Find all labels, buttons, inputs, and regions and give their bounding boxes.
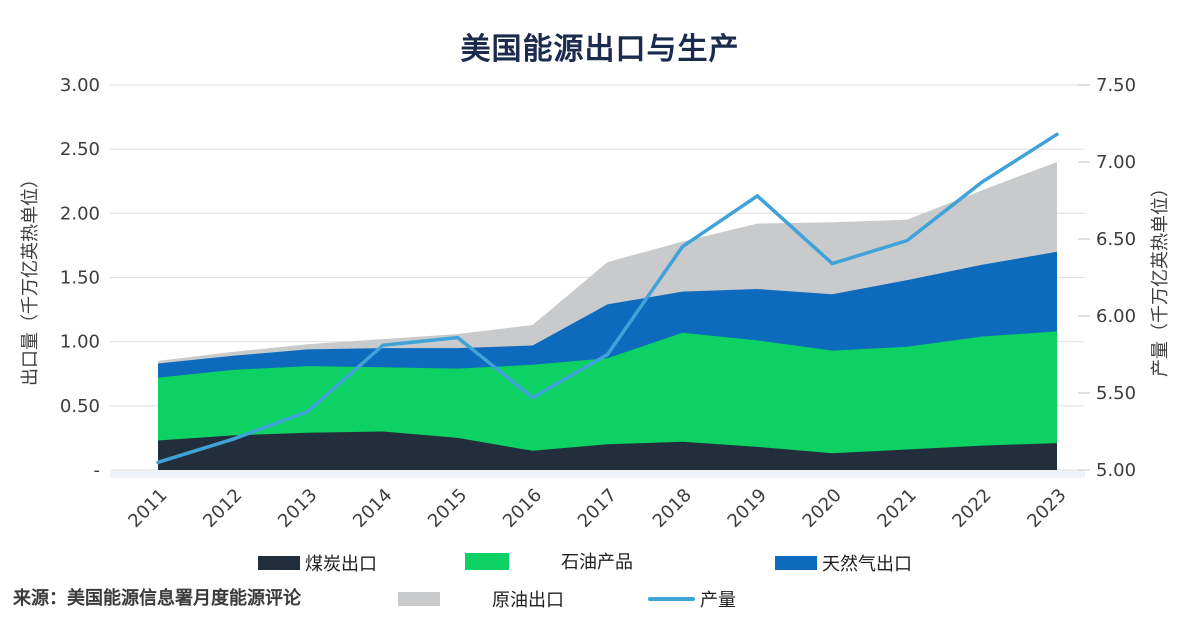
svg-text:产量（千万亿英热单位）: 产量（千万亿英热单位）: [1150, 179, 1171, 377]
coal-swatch-icon: [258, 556, 300, 570]
svg-text:1.50: 1.50: [60, 268, 100, 289]
source-note: 来源：美国能源信息署月度能源评论: [13, 588, 301, 609]
stacked-areas: [158, 162, 1057, 470]
legend-item-petroleum-products: 石油产品: [465, 551, 633, 573]
svg-text:-: -: [94, 460, 101, 481]
petroleum-swatch-icon: [465, 552, 509, 570]
x-axis-year-labels: 2011 2012 2013 2014 2015 2016 2017 2018 2019 2020…: [124, 485, 1070, 532]
legend-label-natural-gas: 天然气出口: [822, 554, 912, 575]
right-axis-ticks: 5.00 5.50 6.00 6.50 7.00 7.50: [1078, 75, 1136, 481]
svg-text:2020: 2020: [799, 485, 846, 532]
baseline-strip: [110, 471, 1085, 478]
legend-item-production: 产量: [648, 589, 736, 611]
svg-text:2012: 2012: [199, 485, 246, 532]
svg-text:出口量（千万亿英热单位）: 出口量（千万亿英热单位）: [20, 170, 41, 386]
svg-text:6.50: 6.50: [1096, 229, 1136, 250]
svg-text:7.00: 7.00: [1096, 152, 1136, 173]
svg-text:0.50: 0.50: [60, 396, 100, 417]
svg-text:5.00: 5.00: [1096, 460, 1136, 481]
svg-text:2023: 2023: [1023, 485, 1070, 532]
svg-text:2014: 2014: [349, 485, 396, 532]
svg-text:2.50: 2.50: [60, 139, 100, 160]
svg-text:6.00: 6.00: [1096, 306, 1136, 327]
legend-label-production: 产量: [700, 590, 736, 611]
svg-text:2019: 2019: [724, 485, 771, 532]
svg-text:3.00: 3.00: [60, 75, 100, 96]
svg-text:5.50: 5.50: [1096, 383, 1136, 404]
svg-text:2018: 2018: [649, 485, 696, 532]
legend-label-crude-oil: 原油出口: [492, 590, 564, 611]
svg-text:2021: 2021: [873, 485, 920, 532]
axis-titles: 出口量（千万亿英热单位） 产量（千万亿英热单位）: [20, 170, 1171, 386]
legend-label-petroleum: 石油产品: [561, 552, 633, 573]
svg-text:1.00: 1.00: [60, 332, 100, 353]
svg-text:2.00: 2.00: [60, 203, 100, 224]
svg-text:2011: 2011: [124, 485, 171, 532]
production-line: [156, 132, 1059, 465]
svg-text:2015: 2015: [424, 485, 471, 532]
svg-text:2022: 2022: [948, 485, 995, 532]
legend-item-coal-exports: 煤炭出口: [258, 553, 377, 575]
svg-text:2017: 2017: [574, 485, 621, 532]
legend-label-coal: 煤炭出口: [305, 554, 377, 575]
svg-text:7.50: 7.50: [1096, 75, 1136, 96]
production-line-swatch-icon: [648, 597, 695, 601]
legend-item-natural-gas-exports: 天然气出口: [775, 553, 912, 575]
crude-oil-swatch-icon: [398, 592, 440, 606]
svg-text:2016: 2016: [499, 485, 546, 532]
legend-item-crude-oil-exports: 原油出口: [398, 589, 564, 611]
left-axis-ticks: - 0.50 1.00 1.50 2.00 2.50 3.00: [60, 75, 100, 481]
svg-text:2013: 2013: [274, 485, 321, 532]
chart-title: 美国能源出口与生产: [460, 32, 740, 67]
natural-gas-swatch-icon: [775, 556, 817, 570]
